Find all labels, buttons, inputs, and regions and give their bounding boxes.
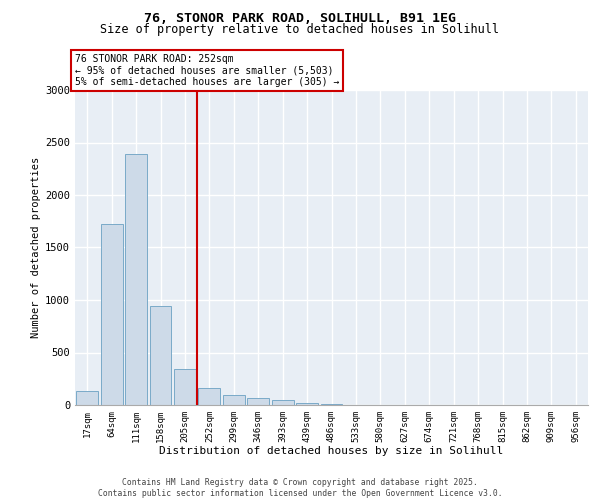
Text: Size of property relative to detached houses in Solihull: Size of property relative to detached ho…: [101, 24, 499, 36]
Y-axis label: Number of detached properties: Number of detached properties: [31, 157, 41, 338]
Bar: [296, 404, 318, 405]
Bar: [320, 404, 343, 405]
Text: 76, STONOR PARK ROAD, SOLIHULL, B91 1EG: 76, STONOR PARK ROAD, SOLIHULL, B91 1EG: [144, 12, 456, 26]
Text: 76 STONOR PARK ROAD: 252sqm
← 95% of detached houses are smaller (5,503)
5% of s: 76 STONOR PARK ROAD: 252sqm ← 95% of det…: [75, 54, 340, 87]
Bar: [125, 154, 147, 405]
Bar: [272, 400, 293, 405]
Bar: [223, 395, 245, 405]
Text: Contains HM Land Registry data © Crown copyright and database right 2025.
Contai: Contains HM Land Registry data © Crown c…: [98, 478, 502, 498]
Bar: [76, 392, 98, 405]
Bar: [247, 398, 269, 405]
Bar: [199, 388, 220, 405]
Bar: [101, 224, 122, 405]
Bar: [149, 306, 172, 405]
Bar: [174, 370, 196, 405]
X-axis label: Distribution of detached houses by size in Solihull: Distribution of detached houses by size …: [160, 446, 503, 456]
